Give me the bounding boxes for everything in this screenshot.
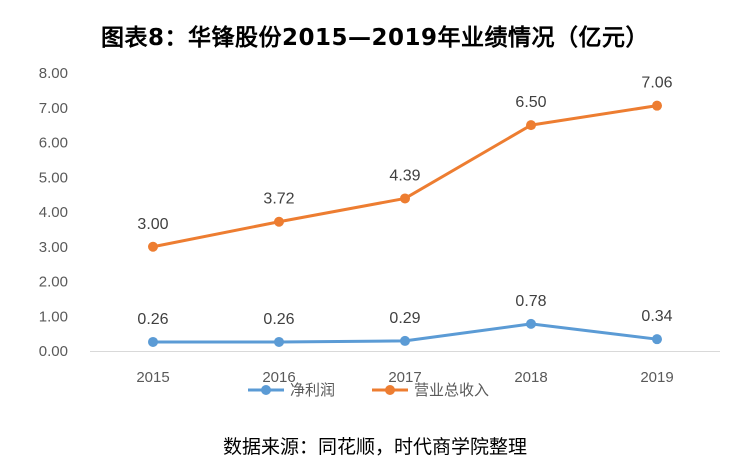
series-layer: 0.26 0.26 0.29 0.78 0.34 3.00 3.72 4.39 6.50 7.06 xyxy=(137,75,673,347)
data-label: 3.00 xyxy=(137,216,168,233)
data-label: 7.06 xyxy=(641,75,672,92)
data-point xyxy=(400,193,410,204)
data-label: 3.72 xyxy=(263,191,294,208)
legend-label: 净利润 xyxy=(290,381,335,399)
x-tick-label: 2019 xyxy=(640,369,673,386)
x-tick-label: 2015 xyxy=(136,369,169,386)
data-point xyxy=(526,120,536,131)
data-point xyxy=(148,336,158,347)
y-tick-label: 4.00 xyxy=(39,204,68,221)
x-tick-label: 2018 xyxy=(514,369,547,386)
data-point xyxy=(274,216,284,227)
source-note: 数据来源：同花顺，时代商学院整理 xyxy=(222,436,527,458)
data-point xyxy=(652,334,662,345)
data-label: 4.39 xyxy=(389,167,420,184)
legend-marker-icon xyxy=(261,385,271,395)
data-point xyxy=(526,318,536,329)
y-tick-label: 6.00 xyxy=(39,135,68,152)
legend-marker-icon xyxy=(385,385,395,395)
y-tick-label: 1.00 xyxy=(39,308,68,325)
data-label: 0.29 xyxy=(389,310,420,327)
data-point xyxy=(148,241,158,252)
legend[interactable]: 净利润 营业总收入 xyxy=(248,381,489,399)
data-label: 0.34 xyxy=(641,308,672,325)
y-tick-label: 0.00 xyxy=(39,343,68,360)
legend-item-revenue[interactable]: 营业总收入 xyxy=(372,381,489,399)
data-label: 0.26 xyxy=(263,311,294,328)
data-label: 6.50 xyxy=(515,94,546,111)
data-label: 0.78 xyxy=(515,293,546,310)
y-tick-label: 5.00 xyxy=(39,169,68,186)
series-revenue: 3.00 3.72 4.39 6.50 7.06 xyxy=(137,75,673,252)
series-net-profit: 0.26 0.26 0.29 0.78 0.34 xyxy=(137,293,673,347)
y-tick-label: 2.00 xyxy=(39,274,68,291)
x-tick-label: 2017 xyxy=(388,369,421,386)
y-tick-label: 8.00 xyxy=(39,65,68,82)
y-axis: 0.00 1.00 2.00 3.00 4.00 5.00 6.00 7.00 8.00 xyxy=(39,65,68,360)
data-point xyxy=(400,335,410,346)
x-tick-label: 2016 xyxy=(262,369,295,386)
y-tick-label: 3.00 xyxy=(39,239,68,256)
data-point xyxy=(652,100,662,111)
x-axis: 2015 2016 2017 2018 2019 xyxy=(90,351,720,386)
chart-title: 图表8：华锋股份2015—2019年业绩情况（亿元） xyxy=(100,25,650,51)
legend-item-net-profit[interactable]: 净利润 xyxy=(248,381,335,399)
data-label: 0.26 xyxy=(137,311,168,328)
y-tick-label: 7.00 xyxy=(39,100,68,117)
legend-label: 营业总收入 xyxy=(414,381,489,399)
data-point xyxy=(274,336,284,347)
